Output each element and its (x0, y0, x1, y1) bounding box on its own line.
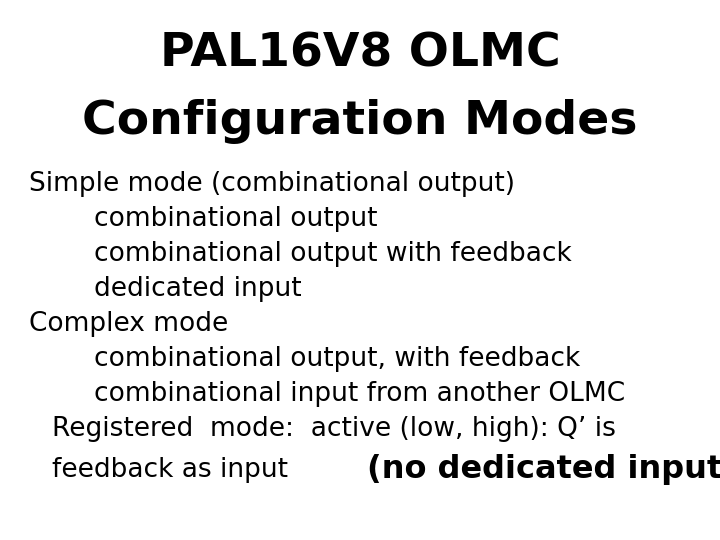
Text: dedicated input: dedicated input (94, 276, 301, 302)
Text: Registered  mode:  active (low, high): Q’ is: Registered mode: active (low, high): Q’ … (52, 416, 616, 442)
Text: (no dedicated input): (no dedicated input) (367, 454, 720, 485)
Text: combinational output: combinational output (94, 206, 377, 232)
Text: PAL16V8 OLMC: PAL16V8 OLMC (160, 31, 560, 77)
Text: combinational output, with feedback: combinational output, with feedback (94, 346, 580, 372)
Text: feedback as input: feedback as input (52, 457, 296, 483)
Text: Simple mode (combinational output): Simple mode (combinational output) (29, 171, 515, 197)
Text: combinational output with feedback: combinational output with feedback (94, 241, 572, 267)
Text: Complex mode: Complex mode (29, 311, 228, 337)
Text: Configuration Modes: Configuration Modes (82, 99, 638, 144)
Text: combinational input from another OLMC: combinational input from another OLMC (94, 381, 625, 407)
